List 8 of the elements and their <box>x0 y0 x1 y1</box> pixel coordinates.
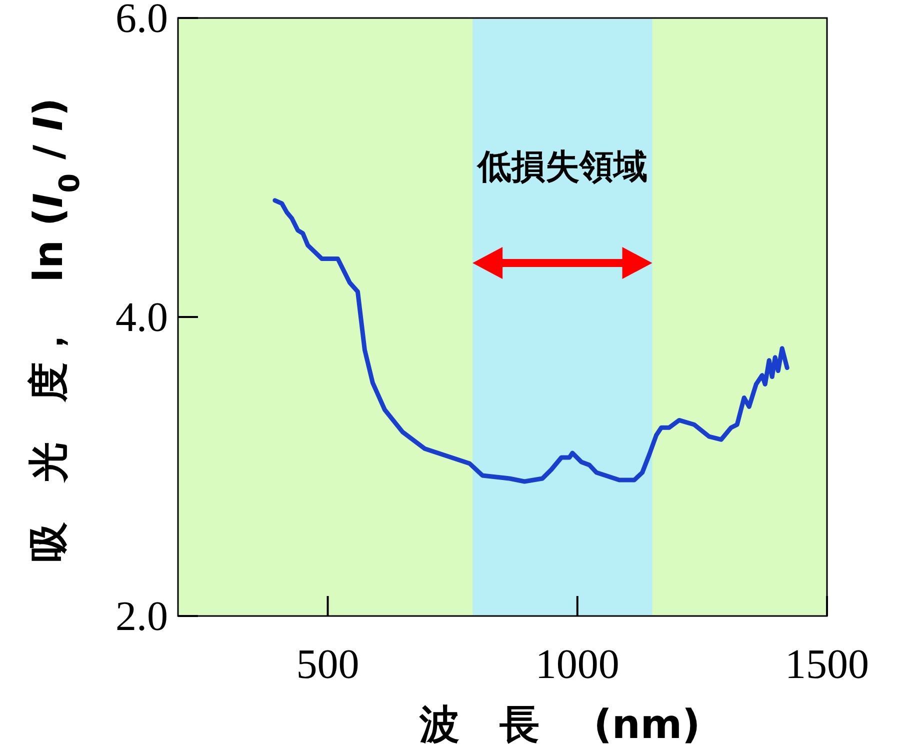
x-tick-label: 1500 <box>785 642 869 688</box>
y-tick-label: 4.0 <box>116 295 168 341</box>
y-tick-label: 2.0 <box>116 594 168 640</box>
x-tick-label: 1000 <box>535 642 620 688</box>
band-label: 低損失領域 <box>475 147 648 187</box>
x-tick-label: 500 <box>296 642 360 688</box>
x-axis-title: 波 長 (nm) <box>418 702 700 748</box>
y-tick-label: 6.0 <box>116 0 168 42</box>
